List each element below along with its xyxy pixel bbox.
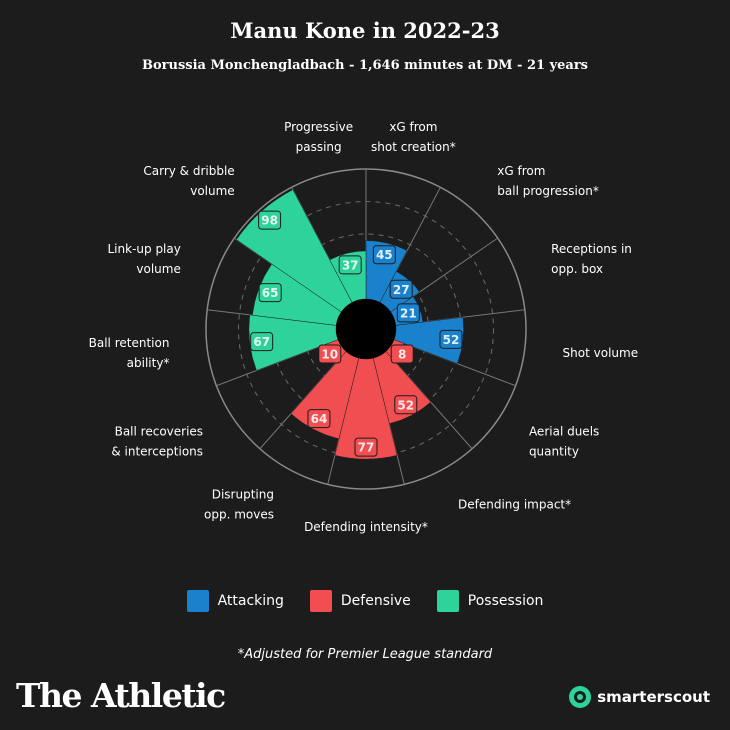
category-label-line: Receptions in	[551, 242, 632, 256]
value-label-7: 77	[354, 437, 378, 457]
category-label-line: Ball recoveries	[115, 424, 203, 438]
category-label-10: Ball retention ability*	[89, 336, 170, 370]
value-label-text: 77	[358, 441, 375, 455]
category-label-line: volume	[190, 184, 234, 198]
chart-value-labels: 45 27 21 52 8 52 77 64 10 67 65 98 37	[250, 210, 463, 457]
category-label-line: Aerial duels	[529, 424, 599, 438]
legend-label-attacking: Attacking	[217, 593, 284, 609]
value-label-box	[372, 245, 396, 265]
category-label-line: & interceptions	[111, 444, 203, 458]
value-label-11: 65	[258, 283, 282, 303]
value-label-5: 8	[390, 344, 414, 364]
value-label-box	[354, 437, 378, 457]
value-label-text: 37	[342, 258, 359, 272]
value-label-box	[318, 344, 342, 364]
category-label-line: Defending impact*	[458, 497, 571, 511]
value-label-box	[389, 279, 413, 299]
value-label-text: 64	[311, 412, 328, 426]
category-label-12: Carry & dribble volume	[143, 164, 234, 198]
the-athletic-logo: The Athletic	[16, 676, 226, 715]
value-label-text: 65	[262, 286, 279, 300]
legend-item-attacking: Attacking	[186, 590, 284, 612]
category-label-4: Shot volume	[563, 346, 639, 360]
value-label-text: 8	[398, 347, 406, 361]
value-label-4: 52	[439, 329, 463, 349]
chart-subtitle: Borussia Monchengladbach - 1,646 minutes…	[141, 58, 588, 73]
category-label-line: Disrupting	[212, 487, 274, 501]
category-label-line: shot creation*	[371, 140, 456, 154]
legend-swatch-defensive	[309, 590, 332, 612]
legend-label-possession: Possession	[467, 593, 544, 609]
category-label-line: Shot volume	[563, 346, 639, 360]
legend: Attacking Defensive Possession	[0, 590, 730, 612]
category-label-3: Receptions in opp. box	[551, 242, 632, 276]
category-label-13: Progressive passing	[284, 120, 353, 154]
legend-item-possession: Possession	[436, 590, 544, 612]
legend-swatch-possession	[436, 590, 459, 612]
category-label-line: passing	[296, 140, 342, 154]
value-label-13: 37	[338, 255, 362, 275]
value-label-text: 21	[400, 306, 417, 320]
category-label-line: quantity	[529, 444, 579, 458]
value-label-box	[394, 395, 418, 415]
legend-item-defensive: Defensive	[309, 590, 411, 612]
value-label-text: 27	[393, 283, 410, 297]
category-label-11: Link-up play volume	[108, 242, 181, 276]
value-label-1: 45	[372, 245, 396, 265]
category-label-line: xG from	[389, 120, 437, 134]
category-label-line: ball progression*	[497, 184, 599, 198]
value-label-text: 67	[253, 335, 270, 349]
smarterscout-logo: smarterscout	[569, 686, 710, 708]
chart-bars	[236, 189, 464, 460]
value-label-box	[250, 332, 274, 352]
value-label-6: 52	[394, 395, 418, 415]
value-label-box	[439, 329, 463, 349]
value-label-box	[258, 210, 282, 230]
chart-category-labels: xG from shot creation* xG from ball progres…	[89, 120, 638, 534]
value-label-text: 10	[321, 347, 338, 361]
value-label-box	[338, 255, 362, 275]
smarterscout-icon	[569, 686, 592, 708]
value-label-box	[390, 344, 414, 364]
category-label-line: Ball retention	[89, 336, 170, 350]
category-label-line: opp. box	[551, 262, 603, 276]
value-label-12: 98	[258, 210, 282, 230]
legend-swatch-attacking	[186, 590, 209, 612]
smarterscout-label: smarterscout	[597, 688, 710, 706]
category-label-line: xG from	[497, 164, 545, 178]
value-label-box	[258, 283, 282, 303]
value-label-2: 27	[389, 279, 413, 299]
legend-label-defensive: Defensive	[340, 593, 411, 609]
category-label-7: Defending intensity*	[304, 520, 428, 534]
chart-title: Manu Kone in 2022-23	[230, 18, 500, 43]
category-label-line: Defending intensity*	[304, 520, 428, 534]
footnote: *Adjusted for Premier League standard	[237, 647, 493, 662]
value-label-box	[396, 303, 420, 323]
value-label-10: 67	[250, 332, 274, 352]
value-label-text: 45	[376, 248, 393, 262]
chart-center	[336, 299, 396, 359]
value-label-3: 21	[396, 303, 420, 323]
category-label-line: Carry & dribble	[143, 164, 234, 178]
category-label-line: volume	[136, 262, 180, 276]
value-label-text: 52	[397, 398, 414, 412]
category-label-line: Progressive	[284, 120, 353, 134]
category-label-1: xG from shot creation*	[371, 120, 456, 154]
category-label-5: Aerial duels quantity	[529, 424, 599, 458]
value-label-text: 52	[443, 333, 460, 347]
category-label-line: Link-up play	[108, 242, 181, 256]
category-label-6: Defending impact*	[458, 497, 571, 511]
category-label-line: ability*	[127, 356, 170, 370]
value-label-box	[307, 409, 331, 429]
value-label-8: 64	[307, 409, 331, 429]
category-label-line: opp. moves	[204, 507, 274, 521]
category-label-9: Ball recoveries & interceptions	[111, 424, 203, 458]
category-label-8: Disrupting opp. moves	[204, 487, 274, 521]
value-label-text: 98	[261, 214, 278, 228]
category-label-2: xG from ball progression*	[497, 164, 599, 198]
value-label-9: 10	[318, 344, 342, 364]
